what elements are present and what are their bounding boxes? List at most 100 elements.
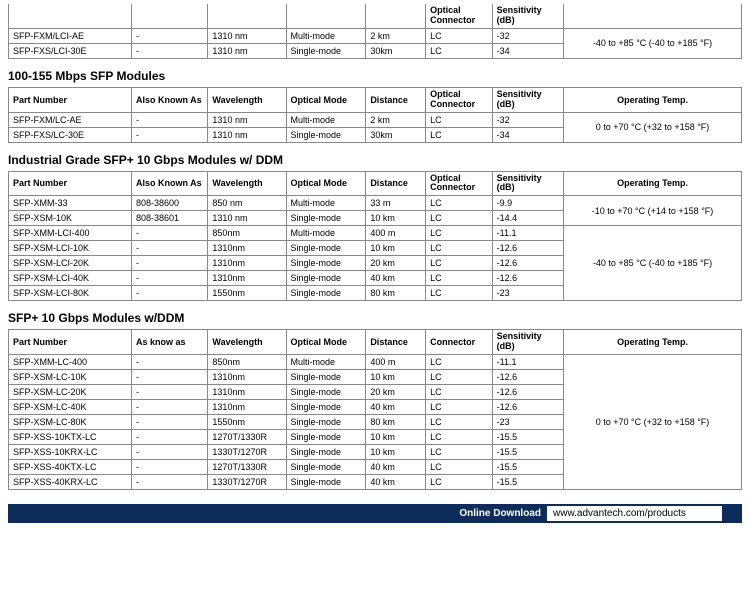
col-sens: Sensitivity (dB) [492,330,563,355]
table-row: SFP-XMM-LC-400-850nmMulti-mode400 mLC-11… [9,355,742,370]
table-cell: 1310 nm [208,211,286,226]
col-wave: Wavelength [208,171,286,196]
table-cell: LC [426,256,492,271]
col-sens: Sensitivity (dB) [492,171,563,196]
table-cell: 33 m [366,196,426,211]
table-cell: -12.6 [492,241,563,256]
table-cell: -15.5 [492,430,563,445]
table-cell: SFP-XSS-10KRX-LC [9,445,132,460]
table-cell: 40 km [366,475,426,490]
table-cell: 1330T/1270R [208,475,286,490]
table-cell: LC [426,286,492,301]
table-cell: - [131,415,207,430]
table-cell: - [131,112,207,127]
footer-label: Online Download [459,508,547,519]
table-cell: Multi-mode [286,226,366,241]
table-cell: Single-mode [286,211,366,226]
col-part [9,4,132,28]
table-cell: 20 km [366,385,426,400]
sfp-table-3: Part Number As know as Wavelength Optica… [8,329,742,490]
temp-cell: -40 to +85 °C (-40 to +185 °F) [564,28,742,58]
col-wave [208,4,286,28]
table-cell: 10 km [366,445,426,460]
table-cell: 40 km [366,460,426,475]
table-cell: Single-mode [286,43,366,58]
table-cell: 808-38600 [131,196,207,211]
section-title-1: 100-155 Mbps SFP Modules [8,69,742,83]
col-conn: Optical Connector [426,4,492,28]
table-cell: LC [426,43,492,58]
table-cell: -34 [492,127,563,142]
col-part: Part Number [9,330,132,355]
table-cell: 30km [366,127,426,142]
table-cell: SFP-XSM-LC-80K [9,415,132,430]
table-cell: -12.6 [492,256,563,271]
table-cell: LC [426,112,492,127]
table-cell: 30km [366,43,426,58]
section-title-3: SFP+ 10 Gbps Modules w/DDM [8,311,742,325]
table-cell: Single-mode [286,415,366,430]
table-cell: LC [426,355,492,370]
table-row: SFP-FXM/LCI-AE-1310 nmMulti-mode2 kmLC-3… [9,28,742,43]
table-cell: LC [426,28,492,43]
table-cell: LC [426,127,492,142]
col-conn: Optical Connector [426,87,492,112]
table-cell: LC [426,460,492,475]
table-cell: LC [426,211,492,226]
table-cell: - [131,271,207,286]
col-dist: Distance [366,171,426,196]
table-cell: -15.5 [492,445,563,460]
table-cell: -12.6 [492,400,563,415]
table-cell: -11.1 [492,226,563,241]
sfp-table-2: Part Number Also Known As Wavelength Opt… [8,171,742,302]
table-row: SFP-FXM/LC-AE-1310 nmMulti-mode2 kmLC-32… [9,112,742,127]
table-cell: 808-38601 [131,211,207,226]
table-cell: 10 km [366,430,426,445]
table-cell: -34 [492,43,563,58]
table-cell: - [131,355,207,370]
col-aka: Also Known As [131,87,207,112]
table-cell: LC [426,241,492,256]
table-cell: SFP-XSM-LC-10K [9,370,132,385]
table-cell: SFP-FXS/LC-30E [9,127,132,142]
col-aka: As know as [131,330,207,355]
table-cell: 1310 nm [208,28,286,43]
col-aka [131,4,207,28]
table-cell: - [131,445,207,460]
table-cell: 1330T/1270R [208,445,286,460]
footer-url[interactable]: www.advantech.com/products [547,506,722,521]
table-cell: 850 nm [208,196,286,211]
table-cell: SFP-XSM-LCI-40K [9,271,132,286]
table-cell: 10 km [366,241,426,256]
col-mode: Optical Mode [286,87,366,112]
table-cell: - [131,385,207,400]
table-cell: -11.1 [492,355,563,370]
table-cell: 1310nm [208,271,286,286]
col-sens: Sensitivity (dB) [492,4,563,28]
table-cell: - [131,400,207,415]
table-cell: -14.4 [492,211,563,226]
table-cell: 1310nm [208,370,286,385]
table-cell: 850nm [208,355,286,370]
col-temp: Operating Temp. [564,87,742,112]
col-wave: Wavelength [208,87,286,112]
table-cell: 10 km [366,211,426,226]
table-cell: 20 km [366,256,426,271]
table-cell: -15.5 [492,475,563,490]
table-cell: 2 km [366,28,426,43]
col-temp: Operating Temp. [564,171,742,196]
table-cell: SFP-XMM-LCI-400 [9,226,132,241]
temp-cell: -40 to +85 °C (-40 to +185 °F) [564,226,742,301]
table-cell: - [131,226,207,241]
table-cell: 1310 nm [208,43,286,58]
table-cell: SFP-XMM-33 [9,196,132,211]
table-cell: LC [426,196,492,211]
table-cell: SFP-XMM-LC-400 [9,355,132,370]
table-header-row: Part Number As know as Wavelength Optica… [9,330,742,355]
table-cell: Single-mode [286,127,366,142]
col-mode: Optical Mode [286,330,366,355]
col-temp: Operating Temp. [564,330,742,355]
table-cell: - [131,28,207,43]
sfp-table-0: Optical Connector Sensitivity (dB) SFP-F… [8,4,742,59]
table-cell: -15.5 [492,460,563,475]
